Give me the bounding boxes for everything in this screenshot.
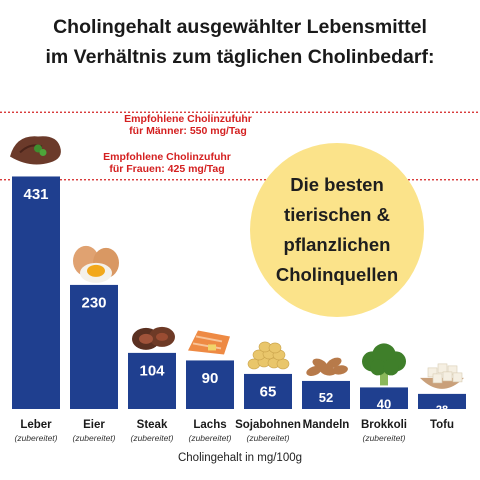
bar-lachs [186,360,234,409]
steak-icon [132,326,175,350]
bar-value-label: 52 [319,390,333,405]
reference-label-women-line-2: für Frauen: 425 mg/Tag [109,163,225,175]
bar-value-label: 40 [377,396,391,411]
broccoli-icon [362,343,406,386]
category-sublabel: (zubereitet) [363,433,406,443]
category-sublabel: (zubereitet) [131,433,174,443]
reference-label-men: Empfohlene Cholinzufuhr für Männer: 550 … [98,113,278,137]
x-axis-title: Cholingehalt in mg/100g [177,452,303,464]
category-label: Sojabohnen [235,419,301,431]
chart-title-line-1: Cholingehalt ausgewählter Lebensmittel [53,16,427,38]
category-sublabel: (zubereitet) [247,433,290,443]
category-label: Brokkoli [361,419,407,431]
eggs-icon [73,245,119,283]
category-sublabel: (zubereitet) [15,433,58,443]
bar-value-label: 230 [81,295,106,312]
callout-circle: Die besten tierischen & pflanzlichen Cho… [250,143,424,317]
bar-value-label: 90 [202,370,219,387]
bar-value-label: 28 [436,404,448,416]
soybeans-icon [247,341,290,370]
bar-value-label: 65 [260,384,277,401]
bar-sojabohnen [244,373,292,409]
reference-label-women-line-1: Empfohlene Cholinzufuhr [103,151,231,163]
reference-label-men-line-2: für Männer: 550 mg/Tag [129,125,247,137]
chart-title-line-2: im Verhältnis zum täglichen Cholinbedarf… [45,46,435,68]
tofu-icon [420,363,464,389]
category-label: Eier [83,419,105,431]
category-label: Leber [20,419,52,431]
chart-title: Cholingehalt ausgewählter Lebensmittel i… [0,12,480,72]
category-sublabel: (zubereitet) [73,433,116,443]
category-sublabel: (zubereitet) [189,433,232,443]
bar-brokkoli [360,387,408,409]
bar-leber [12,176,60,409]
category-label: Steak [137,419,168,431]
salmon-icon [188,330,230,355]
category-label: Tofu [430,419,454,431]
bar-tofu [418,393,466,409]
callout-text: Die besten tierischen & pflanzlichen Cho… [275,174,399,285]
bar-value-label: 104 [139,363,165,380]
bar-mandeln [302,380,350,409]
liver-icon [10,136,61,165]
bar-steak [128,352,176,409]
almonds-icon [306,357,348,376]
category-label: Lachs [193,419,226,431]
reference-label-women: Empfohlene Cholinzufuhr für Frauen: 425 … [82,151,252,175]
bar-eier [70,284,118,409]
category-label: Mandeln [303,419,350,431]
reference-label-men-line-1: Empfohlene Cholinzufuhr [124,113,252,125]
bar-value-label: 431 [23,186,48,203]
